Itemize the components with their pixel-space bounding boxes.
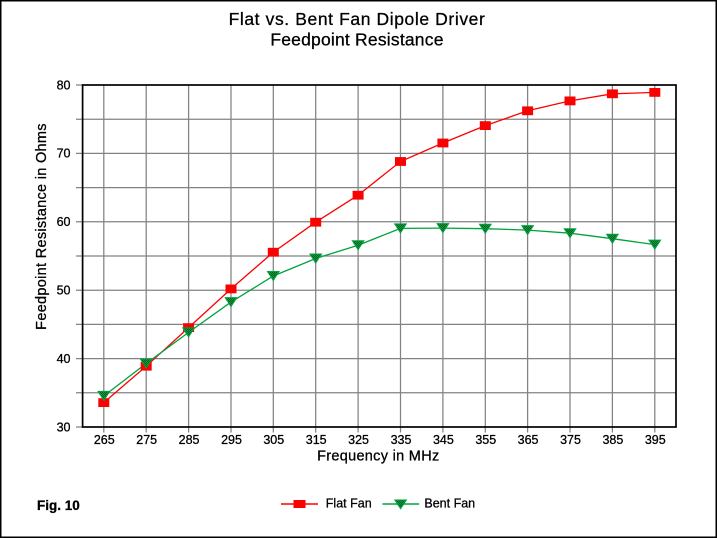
svg-text:50: 50	[57, 284, 71, 298]
svg-text:285: 285	[179, 433, 200, 447]
svg-text:335: 335	[391, 433, 412, 447]
svg-text:Bent Fan: Bent Fan	[424, 497, 475, 511]
svg-text:Flat Fan: Flat Fan	[326, 497, 372, 511]
svg-text:30: 30	[57, 420, 71, 434]
svg-text:375: 375	[560, 433, 581, 447]
svg-text:Feedpoint Resistance in Ohms: Feedpoint Resistance in Ohms	[34, 123, 50, 330]
svg-text:305: 305	[263, 433, 284, 447]
svg-text:Frequency in MHz: Frequency in MHz	[317, 448, 439, 464]
svg-text:395: 395	[645, 433, 666, 447]
svg-text:Flat vs. Bent Fan Dipole Drive: Flat vs. Bent Fan Dipole Driver	[229, 9, 486, 29]
svg-text:325: 325	[348, 433, 369, 447]
svg-text:Fig. 10: Fig. 10	[37, 498, 80, 513]
svg-text:355: 355	[475, 433, 496, 447]
svg-text:80: 80	[57, 78, 71, 92]
svg-text:315: 315	[306, 433, 327, 447]
svg-text:295: 295	[221, 433, 242, 447]
svg-text:275: 275	[136, 433, 157, 447]
svg-text:345: 345	[433, 433, 454, 447]
svg-text:385: 385	[602, 433, 623, 447]
svg-text:70: 70	[57, 147, 71, 161]
svg-text:Feedpoint Resistance: Feedpoint Resistance	[270, 30, 443, 50]
svg-text:265: 265	[94, 433, 115, 447]
svg-text:40: 40	[57, 352, 71, 366]
svg-text:60: 60	[57, 215, 71, 229]
svg-text:365: 365	[518, 433, 539, 447]
